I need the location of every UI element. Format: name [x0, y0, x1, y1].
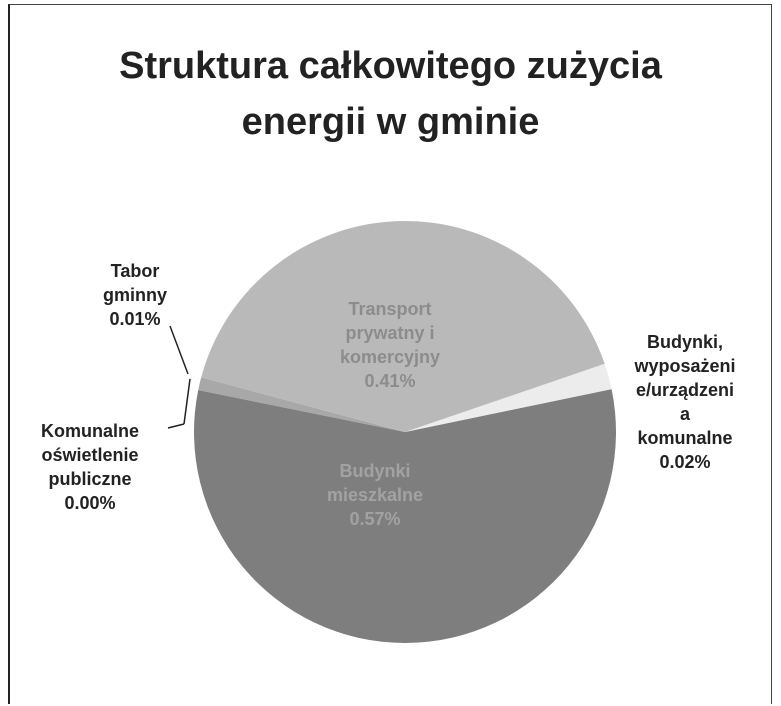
leader-line: [169, 325, 189, 375]
value-label: 0.00%: [64, 493, 116, 513]
category-label: Tabor gminny: [102, 261, 168, 305]
category-label: Budynki mieszkalne: [326, 461, 424, 505]
leader-line: [183, 378, 191, 425]
slice-label: Budynki, wyposażeni e/urządzeni a komuna…: [634, 330, 735, 474]
value-label: 0.01%: [109, 309, 161, 329]
slice-label: Transport prywatny i komercyjny 0.41%: [340, 297, 440, 393]
pie-slice: [198, 390, 405, 432]
slice-label: Komunalne oświetlenie publiczne 0.00%: [41, 419, 139, 515]
slice-label: Budynki mieszkalne 0.57%: [327, 459, 423, 531]
category-label: Transport prywatny i komercyjny: [339, 299, 441, 367]
value-label: 0.57%: [349, 509, 401, 529]
value-label: 0.41%: [364, 371, 416, 391]
slice-label: Tabor gminny 0.01%: [103, 259, 167, 331]
chart-title: Struktura całkowitego zużycia energii w …: [119, 45, 662, 143]
chart-frame: [8, 4, 772, 704]
pie-slice: [193, 389, 616, 643]
leader-line: [167, 423, 185, 429]
pie-slice: [201, 220, 605, 432]
pie-slice: [405, 363, 612, 432]
category-label: Komunalne oświetlenie publiczne: [40, 421, 140, 489]
pie-slice: [198, 377, 405, 432]
value-label: 0.02%: [659, 452, 711, 472]
category-label: Budynki, wyposażeni e/urządzeni a komuna…: [634, 332, 736, 448]
